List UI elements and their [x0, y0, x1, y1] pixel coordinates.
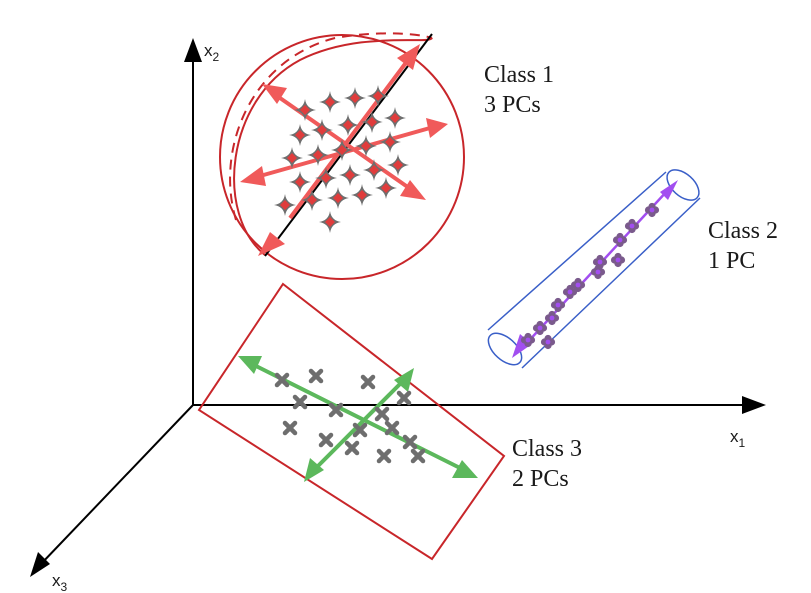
class3-pc2-arrow [314, 380, 404, 470]
x3-axis-arrowhead [30, 552, 50, 577]
class1-point-center [325, 97, 335, 107]
class1-point-center [300, 105, 310, 115]
class2-point-marker [550, 297, 566, 313]
class1-point-center [333, 193, 343, 203]
class1-sphere-front-arc [233, 37, 433, 256]
class3-pc2-arrowhead-b [394, 368, 414, 392]
class3-point-marker [328, 402, 344, 418]
class2-point-marker [644, 202, 660, 218]
class1-point-center [317, 125, 327, 135]
class3-pcs-label: 2 PCs [512, 466, 569, 492]
class1-point-center [321, 173, 331, 183]
class3-plane [197, 282, 506, 561]
class1-point-center [350, 93, 360, 103]
class1-point-center [369, 165, 379, 175]
class1-point-center [390, 113, 400, 123]
class1-point-center [367, 117, 377, 127]
class2-point-marker [624, 218, 640, 234]
class3-point-marker [374, 406, 390, 422]
class3-point-marker [274, 372, 290, 388]
class1-point-center [393, 160, 403, 170]
class1-point-center [385, 137, 395, 147]
class3-pc1-arrowhead-b [452, 460, 478, 478]
class3-pc1-arrowhead-a [238, 356, 262, 374]
class3-point-marker [376, 448, 392, 464]
class3-group [197, 282, 506, 561]
class1-pcs-label: 3 PCs [484, 92, 541, 118]
class3-point-marker [292, 394, 308, 410]
x2-axis-arrowhead [184, 38, 202, 62]
class1-pc2-arrowhead-b [400, 180, 426, 200]
class2-point-marker [610, 252, 626, 268]
class1-point-center [357, 190, 367, 200]
class1-pc1-arrow [288, 58, 410, 220]
class1-group [219, 32, 465, 280]
class3-points [274, 368, 426, 464]
class1-point-center [337, 145, 347, 155]
axes: x2 x1 x3 [30, 38, 766, 593]
class2-name-label: Class 2 [708, 218, 778, 244]
x1-axis-arrowhead [742, 396, 766, 414]
class2-point-marker [520, 332, 536, 348]
class1-point-center [343, 120, 353, 130]
class3-point-marker [384, 420, 400, 436]
class2-cylinder-bottom [487, 332, 523, 366]
class2-points [520, 202, 660, 350]
class3-pc1-arrow [255, 364, 461, 470]
class3-point-marker [410, 448, 426, 464]
class2-pc1-arrowhead-a [660, 180, 678, 200]
class2-point-marker [532, 320, 548, 336]
class1-point-center [313, 150, 323, 160]
class3-pc-arrows [238, 356, 478, 482]
class1-pc1-arrowhead-b [258, 232, 285, 256]
x2-axis-label: x2 [204, 41, 220, 64]
class1-point-center [361, 141, 371, 151]
class2-point-marker [590, 264, 606, 280]
class1-sphere [219, 34, 465, 280]
class1-point-center [295, 177, 305, 187]
class2-group [487, 169, 701, 369]
class1-point-center [325, 217, 335, 227]
x3-axis-label: x3 [52, 571, 68, 593]
class2-pcs-label: 1 PC [708, 248, 755, 274]
class1-pc3-arrowhead-a [240, 166, 266, 186]
class1-point-center [295, 130, 305, 140]
class3-point-marker [396, 390, 412, 406]
class3-pc2-arrowhead-a [304, 458, 324, 482]
class2-cylinder-top [666, 169, 700, 201]
class3-name-label: Class 3 [512, 436, 582, 462]
class2-point-marker [612, 232, 628, 248]
x3-axis [39, 404, 194, 566]
class3-point-marker [282, 420, 298, 436]
class1-point-center [381, 183, 391, 193]
class2-point-marker [544, 310, 560, 326]
class1-sphere-back-arc [229, 32, 433, 221]
x1-axis-label: x1 [730, 427, 746, 450]
class1-point-center [280, 200, 290, 210]
class1-pc2-arrowhead-a [262, 84, 287, 104]
class1-point-center [345, 170, 355, 180]
class1-point-center [373, 91, 383, 101]
class1-point-center [307, 195, 317, 205]
class2-point-marker [562, 284, 578, 300]
class1-points [274, 85, 409, 233]
class1-name-label: Class 1 [484, 62, 554, 88]
class2-point-marker [540, 334, 556, 350]
class1-point-center [287, 153, 297, 163]
class3-point-marker [308, 368, 324, 384]
class3-point-marker [352, 422, 368, 438]
class3-point-marker [360, 374, 376, 390]
class1-pc-arrows [240, 44, 448, 256]
class3-point-marker [402, 434, 418, 450]
class3-point-marker [318, 432, 334, 448]
class3-point-marker [344, 440, 360, 456]
class1-pc3-arrowhead-b [426, 118, 448, 138]
class1-pc1-arrowhead-a [397, 44, 420, 70]
